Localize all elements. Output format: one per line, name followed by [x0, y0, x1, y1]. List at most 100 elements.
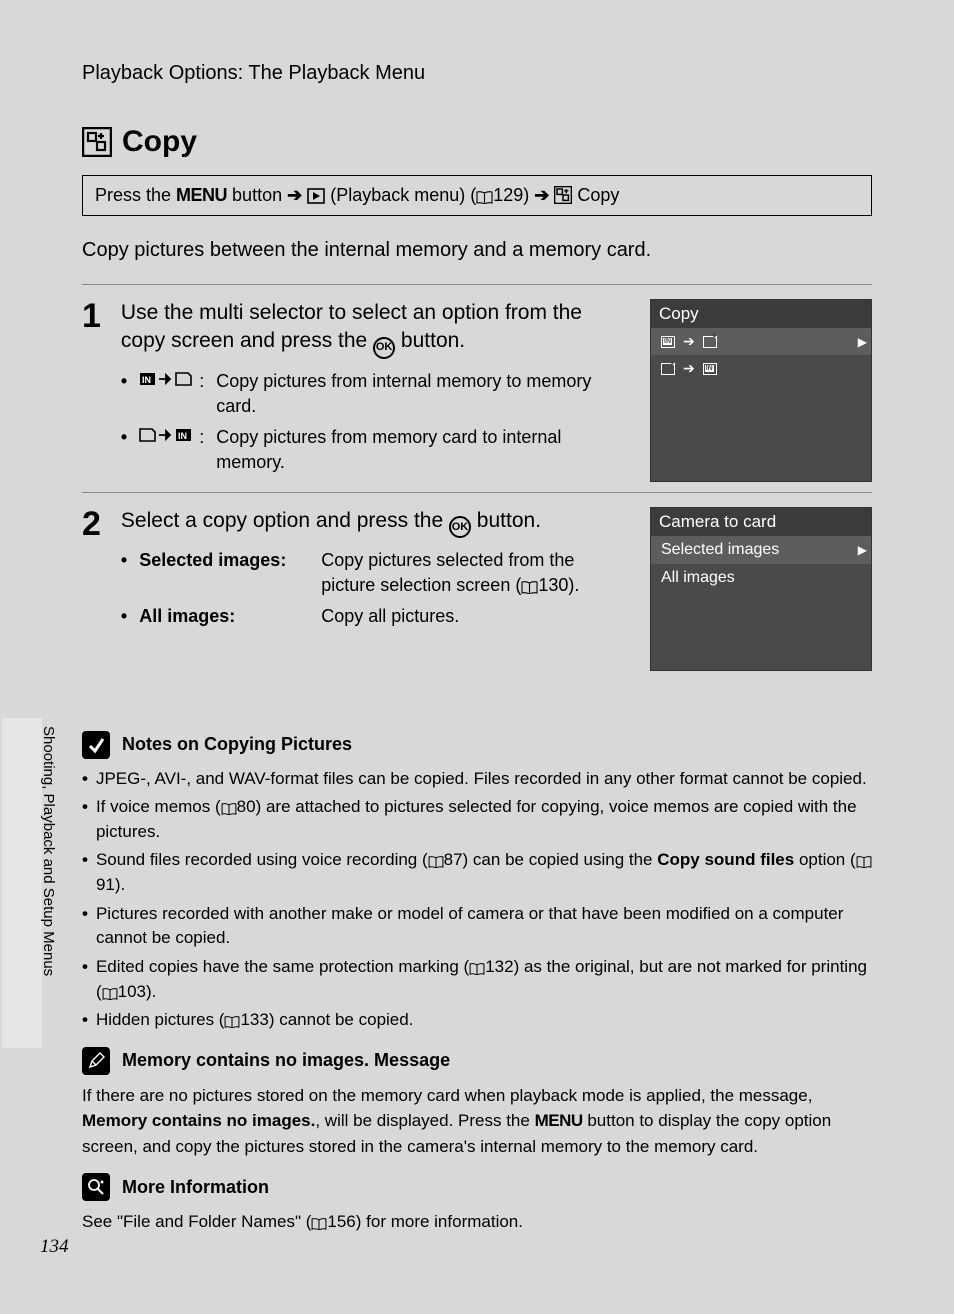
bullet-item: • IN : Copy pictures from memory card to… — [121, 425, 626, 475]
book-ref-icon — [521, 581, 538, 594]
copy-direction-icon: IN : — [139, 369, 204, 419]
bullet-key: All images: — [139, 604, 309, 629]
copy-section-icon — [82, 127, 112, 157]
bullet-item: • All images: Copy all pictures. — [121, 604, 626, 629]
step-number: 2 — [82, 507, 101, 671]
bullet-text: Copy pictures selected from the picture … — [321, 548, 626, 598]
book-ref-icon — [476, 191, 493, 204]
card-icon — [703, 336, 717, 348]
page: Shooting, Playback and Setup Menus 134 P… — [0, 0, 954, 1314]
arrow-icon: ➔ — [287, 185, 302, 205]
menu-row-label: All images — [661, 569, 735, 587]
nav-text: (Playback menu) ( — [325, 185, 476, 205]
more-info-heading: More Information — [82, 1173, 872, 1201]
bullet-dot: • — [121, 548, 127, 598]
nav-text: Copy — [572, 185, 619, 205]
note-item: •Pictures recorded with another make or … — [82, 902, 872, 951]
note-item: •Edited copies have the same protection … — [82, 955, 872, 1004]
bullet-dot: • — [121, 369, 127, 419]
bullet-text: Copy pictures from internal memory to me… — [216, 369, 626, 419]
notes-list: •JPEG-, AVI-, and WAV-format files can b… — [82, 767, 872, 1033]
note-item: •Hidden pictures (133) cannot be copied. — [82, 1008, 872, 1033]
book-ref-icon — [102, 988, 118, 1000]
bullet-dot: • — [121, 604, 127, 629]
bullet-dot: • — [121, 425, 127, 475]
chevron-right-icon: ▶ — [858, 543, 867, 557]
svg-text:IN: IN — [178, 431, 187, 441]
internal-memory-icon — [703, 363, 717, 375]
camera-menu-row: ➔ ▶ — [651, 328, 871, 355]
more-info-heading-text: More Information — [122, 1177, 269, 1198]
menu-button-label: MENU — [176, 185, 227, 205]
nav-text: button — [227, 185, 287, 205]
camera-screen-camera-to-card: Camera to card Selected images ▶ All ima… — [650, 507, 872, 671]
step-1: 1 Use the multi selector to select an op… — [82, 284, 872, 482]
step-left: 2 Select a copy option and press the OK … — [82, 507, 626, 671]
notes-heading: Notes on Copying Pictures — [82, 731, 872, 759]
memory-heading: Memory contains no images. Message — [82, 1047, 872, 1075]
nav-text: 129) — [493, 185, 534, 205]
ok-button-icon: OK — [373, 337, 395, 359]
pencil-icon — [82, 1047, 110, 1075]
arrow-icon: ➔ — [683, 333, 695, 350]
note-item: •If voice memos (80) are attached to pic… — [82, 795, 872, 844]
book-ref-icon — [221, 803, 237, 815]
note-text: If voice memos (80) are attached to pict… — [96, 795, 872, 844]
navigation-path-box: Press the MENU button ➔ (Playback menu) … — [82, 175, 872, 216]
breadcrumb: Playback Options: The Playback Menu — [82, 62, 872, 85]
step-title: Select a copy option and press the OK bu… — [121, 507, 626, 538]
side-tab — [2, 718, 42, 1048]
page-number: 134 — [40, 1236, 69, 1258]
bullet-text: Copy pictures from memory card to intern… — [216, 425, 626, 475]
info-icon — [82, 1173, 110, 1201]
book-ref-icon — [856, 856, 872, 868]
menu-row-label: Selected images — [661, 541, 779, 559]
svg-text:IN: IN — [142, 375, 151, 385]
bullet-item: • Selected images: Copy pictures selecte… — [121, 548, 626, 598]
step-body: Select a copy option and press the OK bu… — [121, 507, 626, 671]
book-ref-icon — [224, 1016, 240, 1028]
copy-direction-icon: IN : — [139, 425, 204, 475]
camera-screen-title: Copy — [651, 300, 871, 328]
note-text: Pictures recorded with another make or m… — [96, 902, 872, 951]
book-ref-icon — [428, 856, 444, 868]
book-ref-icon — [311, 1218, 327, 1230]
text: Select a copy option and press the — [121, 509, 449, 532]
bullet-key: Selected images: — [139, 548, 309, 598]
copy-icon — [554, 186, 572, 204]
bullet-text: Copy all pictures. — [321, 604, 626, 629]
chapter-label: Shooting, Playback and Setup Menus — [40, 726, 57, 1026]
warning-icon — [82, 731, 110, 759]
note-item: •JPEG-, AVI-, and WAV-format files can b… — [82, 767, 872, 792]
step-left: 1 Use the multi selector to select an op… — [82, 299, 626, 482]
step-title: Use the multi selector to select an opti… — [121, 299, 626, 359]
content-column: Playback Options: The Playback Menu Copy… — [82, 62, 872, 1235]
step-number: 1 — [82, 299, 101, 482]
note-text: Edited copies have the same protection m… — [96, 955, 872, 1004]
more-info-paragraph: See "File and Folder Names" (156) for mo… — [82, 1209, 872, 1235]
step-2: 2 Select a copy option and press the OK … — [82, 492, 872, 671]
camera-screen-title: Camera to card — [651, 508, 871, 536]
text: button. — [395, 329, 465, 352]
camera-screen-copy: Copy ➔ ▶ ➔ — [650, 299, 872, 482]
internal-memory-icon — [661, 336, 675, 348]
card-icon — [661, 363, 675, 375]
camera-menu-row: All images — [651, 564, 871, 592]
playback-icon — [307, 188, 325, 204]
step-body: Use the multi selector to select an opti… — [121, 299, 626, 482]
camera-menu-row: Selected images ▶ — [651, 536, 871, 564]
camera-menu-row: ➔ — [651, 355, 871, 382]
memory-heading-text: Memory contains no images. Message — [122, 1050, 450, 1071]
section-title: Copy — [82, 125, 872, 159]
intro-text: Copy pictures between the internal memor… — [82, 236, 872, 264]
memory-paragraph: If there are no pictures stored on the m… — [82, 1083, 872, 1160]
arrow-icon: ➔ — [683, 360, 695, 377]
book-ref-icon — [469, 963, 485, 975]
ok-button-icon: OK — [449, 516, 471, 538]
text: Use the multi selector to select an opti… — [121, 301, 582, 352]
note-text: Sound files recorded using voice recordi… — [96, 848, 872, 897]
section-title-text: Copy — [122, 125, 197, 159]
menu-button-label: MENU — [535, 1111, 583, 1130]
nav-text: Press the — [95, 185, 176, 205]
note-text: Hidden pictures (133) cannot be copied. — [96, 1008, 413, 1033]
